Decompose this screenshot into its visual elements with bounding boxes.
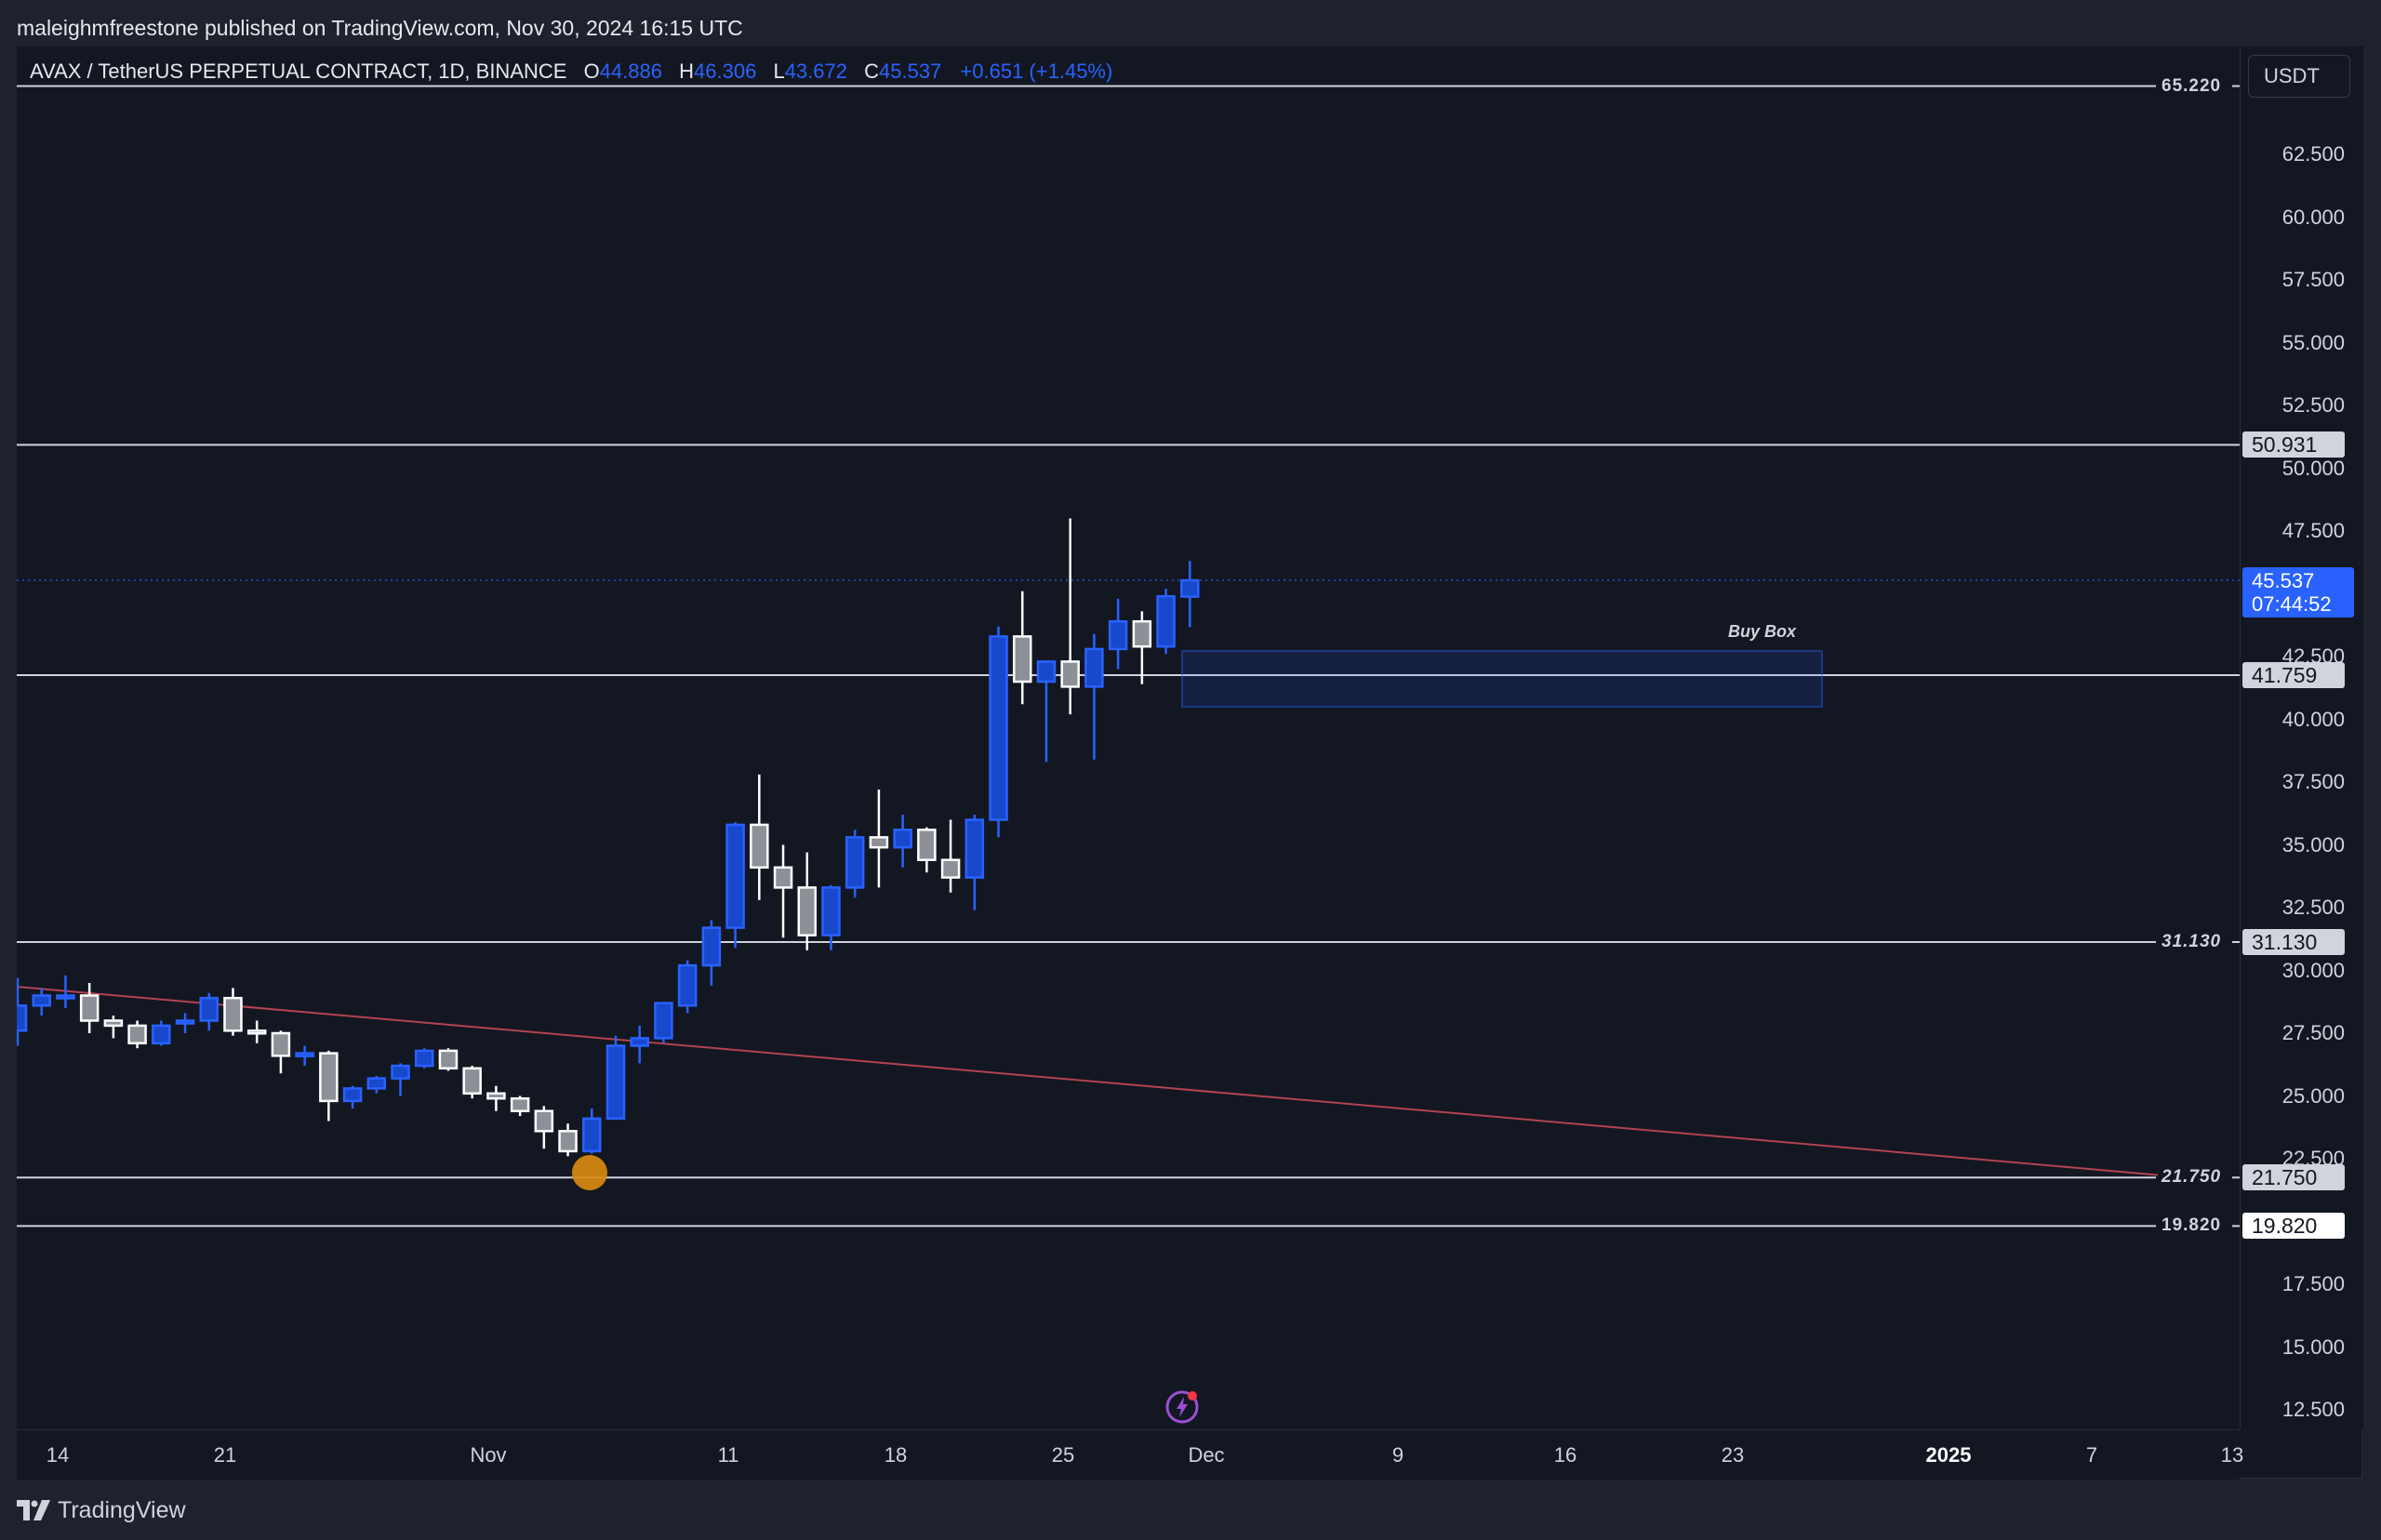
price-tick: 52.500 — [2281, 393, 2345, 417]
buy-box-label: Buy Box — [1728, 622, 1797, 642]
time-tick: 25 — [1051, 1443, 1075, 1467]
level-price-tag: 31.130 — [2242, 928, 2345, 955]
price-tick: 47.500 — [2281, 519, 2345, 542]
currency-selector[interactable]: USDT — [2248, 55, 2350, 98]
level-label: 65.220 — [2162, 75, 2222, 96]
price-tick: 40.000 — [2281, 707, 2345, 731]
level-label: 21.750 — [2162, 1167, 2222, 1188]
price-tick: 17.500 — [2281, 1272, 2345, 1295]
price-tick: 37.500 — [2281, 770, 2345, 793]
price-tick: 50.000 — [2281, 456, 2345, 480]
time-tick: 11 — [717, 1443, 739, 1467]
footer-branding: TradingView — [17, 1494, 186, 1527]
open-label: O — [583, 60, 600, 83]
level-price-tag: 41.759 — [2242, 662, 2345, 688]
time-tick: 13 — [2220, 1443, 2244, 1467]
price-tick: 12.500 — [2281, 1398, 2345, 1421]
level-price-tag: 19.820 — [2242, 1213, 2345, 1240]
symbol-legend: AVAX / TetherUS PERPETUAL CONTRACT, 1D, … — [30, 60, 1112, 84]
high-value: 46.306 — [694, 60, 757, 83]
time-tick: 23 — [1721, 1443, 1745, 1467]
last-price-tag: 45.537 07:44:52 — [2242, 567, 2354, 617]
publish-info: maleighmfreestone published on TradingVi… — [17, 16, 743, 40]
low-marker-dot — [572, 1154, 607, 1190]
low-label: L — [773, 60, 785, 83]
price-tick: 30.000 — [2281, 958, 2345, 982]
time-tick: 18 — [884, 1443, 908, 1467]
open-value: 44.886 — [599, 60, 662, 83]
low-value: 43.672 — [784, 60, 847, 83]
price-tick: 35.000 — [2281, 832, 2345, 856]
close-value: 45.537 — [879, 60, 942, 83]
price-tick: 55.000 — [2281, 330, 2345, 354]
tradingview-logo-icon — [17, 1500, 50, 1520]
symbol-title[interactable]: AVAX / TetherUS PERPETUAL CONTRACT, 1D, … — [30, 60, 567, 83]
alert-lightning-icon[interactable] — [1164, 1387, 1201, 1425]
price-tick: 32.500 — [2281, 896, 2345, 919]
buy-box-rectangle[interactable] — [1181, 650, 1823, 709]
level-label: 31.130 — [2162, 931, 2222, 951]
brand-name: TradingView — [58, 1496, 186, 1523]
time-axis[interactable]: 14 21 Nov 11 18 25 Dec 9 16 23 2025 7 13 — [17, 1429, 2244, 1480]
chart-pane[interactable]: AVAX / TetherUS PERPETUAL CONTRACT, 1D, … — [17, 46, 2240, 1429]
time-tick: 21 — [213, 1443, 237, 1467]
price-tick: 25.000 — [2281, 1083, 2345, 1108]
time-tick: 16 — [1553, 1443, 1577, 1467]
change-value: +0.651 (+1.45%) — [960, 60, 1113, 83]
high-label: H — [679, 60, 695, 83]
price-axis[interactable]: USDT 45.537 07:44:52 62.500 60.000 57.500 5… — [2240, 46, 2363, 1429]
last-price: 45.537 — [2252, 569, 2315, 592]
price-tick: 15.000 — [2281, 1334, 2345, 1359]
bar-countdown: 07:44:52 — [2252, 592, 2332, 616]
time-tick: Nov — [470, 1443, 507, 1467]
candlestick-chart — [17, 85, 2240, 1228]
close-label: C — [864, 60, 879, 83]
time-tick: 9 — [1391, 1443, 1404, 1467]
price-tick: 57.500 — [2281, 268, 2345, 291]
time-tick: 7 — [2085, 1443, 2098, 1467]
price-tick: 62.500 — [2281, 142, 2345, 166]
price-tick: 27.500 — [2281, 1021, 2345, 1044]
level-label: 19.820 — [2162, 1215, 2222, 1236]
time-tick: Dec — [1188, 1443, 1225, 1467]
time-tick: 14 — [46, 1443, 70, 1467]
time-tick: 2025 — [1925, 1443, 1972, 1467]
price-tick: 60.000 — [2281, 205, 2345, 229]
level-price-tag: 21.750 — [2242, 1164, 2345, 1191]
level-price-tag: 50.931 — [2242, 431, 2345, 458]
